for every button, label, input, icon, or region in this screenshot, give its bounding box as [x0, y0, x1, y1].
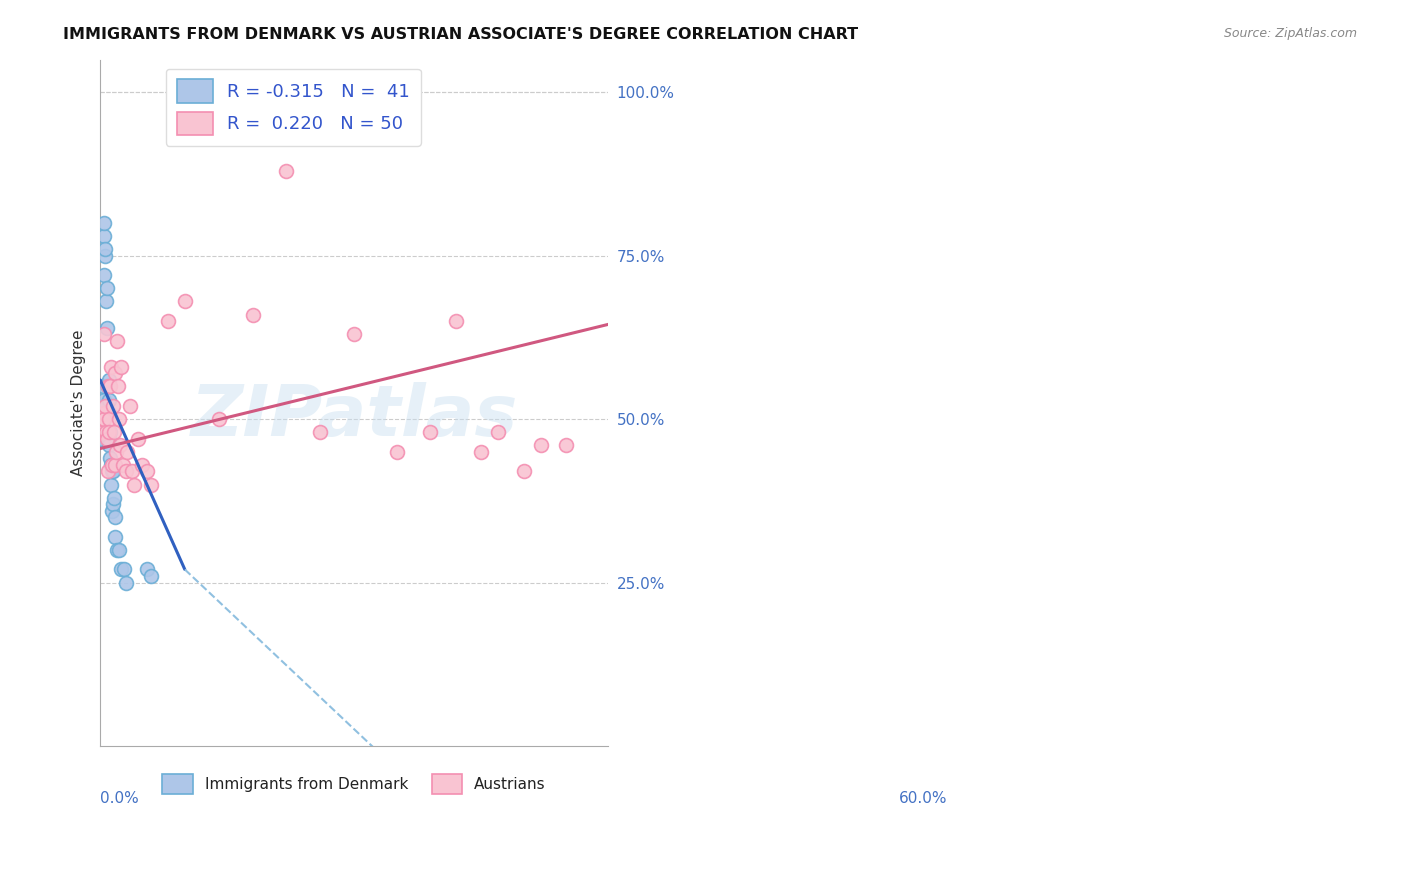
Point — [101, 458, 124, 472]
Point — [486, 425, 509, 440]
Point — [105, 542, 128, 557]
Point — [173, 294, 195, 309]
Point — [103, 510, 125, 524]
Point — [93, 229, 115, 244]
Point — [139, 477, 162, 491]
Point — [121, 465, 143, 479]
Point — [97, 432, 120, 446]
Point — [110, 562, 132, 576]
Point — [103, 425, 125, 440]
Point — [343, 327, 366, 342]
Point — [104, 367, 127, 381]
Text: IMMIGRANTS FROM DENMARK VS AUSTRIAN ASSOCIATE'S DEGREE CORRELATION CHART: IMMIGRANTS FROM DENMARK VS AUSTRIAN ASSO… — [63, 27, 859, 42]
Point — [208, 412, 231, 426]
Point — [93, 412, 115, 426]
Point — [94, 294, 117, 309]
Point — [94, 425, 117, 440]
Point — [131, 458, 153, 472]
Point — [276, 163, 298, 178]
Point — [122, 477, 145, 491]
Point — [97, 373, 120, 387]
Point — [100, 458, 122, 472]
Point — [101, 465, 124, 479]
Point — [107, 542, 129, 557]
Point — [105, 334, 128, 348]
Point — [93, 327, 115, 342]
Point — [118, 399, 141, 413]
Point — [94, 399, 117, 413]
Y-axis label: Associate's Degree: Associate's Degree — [72, 329, 86, 476]
Point — [93, 216, 115, 230]
Point — [135, 562, 157, 576]
Text: 60.0%: 60.0% — [898, 790, 948, 805]
Point — [100, 477, 122, 491]
Point — [242, 308, 264, 322]
Point — [156, 314, 179, 328]
Point — [91, 412, 114, 426]
Text: 0.0%: 0.0% — [100, 790, 139, 805]
Point — [101, 399, 124, 413]
Point — [98, 425, 121, 440]
Point — [135, 465, 157, 479]
Point — [115, 445, 138, 459]
Point — [98, 425, 121, 440]
Point — [93, 412, 115, 426]
Point — [97, 425, 120, 440]
Point — [97, 392, 120, 407]
Point — [419, 425, 441, 440]
Point — [96, 406, 118, 420]
Point — [91, 379, 114, 393]
Point — [98, 451, 121, 466]
Point — [110, 359, 132, 374]
Text: Source: ZipAtlas.com: Source: ZipAtlas.com — [1223, 27, 1357, 40]
Point — [97, 379, 120, 393]
Point — [101, 465, 124, 479]
Point — [114, 575, 136, 590]
Point — [309, 425, 332, 440]
Point — [103, 458, 125, 472]
Point — [114, 465, 136, 479]
Point — [103, 491, 125, 505]
Point — [97, 412, 120, 426]
Point — [470, 445, 492, 459]
Point — [105, 445, 128, 459]
Text: ZIPatlas: ZIPatlas — [191, 382, 517, 451]
Point — [108, 438, 131, 452]
Point — [90, 425, 112, 440]
Point — [93, 406, 115, 420]
Point — [512, 465, 534, 479]
Point — [385, 445, 408, 459]
Point — [100, 359, 122, 374]
Point — [90, 432, 112, 446]
Point — [107, 379, 129, 393]
Point — [98, 379, 121, 393]
Point — [90, 418, 112, 433]
Legend: Immigrants from Denmark, Austrians: Immigrants from Denmark, Austrians — [156, 768, 553, 800]
Point — [112, 562, 135, 576]
Point — [93, 268, 115, 283]
Point — [97, 379, 120, 393]
Point — [94, 249, 117, 263]
Point — [101, 503, 124, 517]
Point — [91, 399, 114, 413]
Point — [93, 392, 115, 407]
Point — [96, 281, 118, 295]
Point — [107, 412, 129, 426]
Point — [111, 458, 134, 472]
Point — [101, 497, 124, 511]
Point — [139, 569, 162, 583]
Point — [127, 432, 149, 446]
Point — [555, 438, 578, 452]
Point — [94, 399, 117, 413]
Point — [94, 242, 117, 256]
Point — [97, 465, 120, 479]
Point — [98, 438, 121, 452]
Point — [529, 438, 551, 452]
Point — [96, 432, 118, 446]
Point — [444, 314, 467, 328]
Point — [96, 320, 118, 334]
Point — [104, 530, 127, 544]
Point — [97, 406, 120, 420]
